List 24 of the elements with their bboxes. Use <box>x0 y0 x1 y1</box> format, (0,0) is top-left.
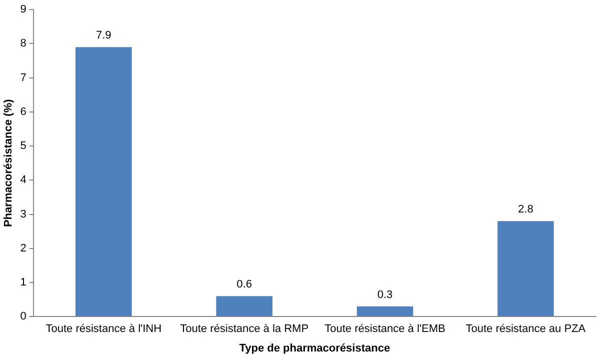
data-label: 2.8 <box>518 204 534 216</box>
y-axis-title: Pharmacorésistance (%) <box>2 98 15 227</box>
data-label: 0.3 <box>377 288 393 301</box>
x-tick-label: Toute résistance au PZA <box>466 323 586 336</box>
y-tick-label: 6 <box>20 106 26 118</box>
y-tick-label: 3 <box>20 208 26 220</box>
bar <box>498 221 554 316</box>
bar <box>216 296 272 316</box>
y-tick-label: 9 <box>20 4 26 16</box>
bar <box>76 47 132 316</box>
y-tick-label: 8 <box>20 38 26 50</box>
y-tick-label: 4 <box>20 174 26 186</box>
data-label: 7.9 <box>96 30 112 42</box>
x-tick-label: Toute résistance à l'INH <box>46 323 162 336</box>
y-tick-label: 1 <box>20 276 26 289</box>
y-tick-label: 5 <box>20 140 26 152</box>
data-label: 0.6 <box>236 278 252 291</box>
y-tick-label: 0 <box>20 310 26 323</box>
x-tick-label: Toute résistance à la RMP <box>180 323 309 336</box>
y-tick-label: 7 <box>20 72 26 84</box>
y-tick-label: 2 <box>20 242 26 254</box>
x-axis-title: Type de pharmacorésistance <box>239 342 390 354</box>
x-tick-label: Toute résistance à l'EMB <box>324 323 446 336</box>
bar <box>356 306 414 316</box>
